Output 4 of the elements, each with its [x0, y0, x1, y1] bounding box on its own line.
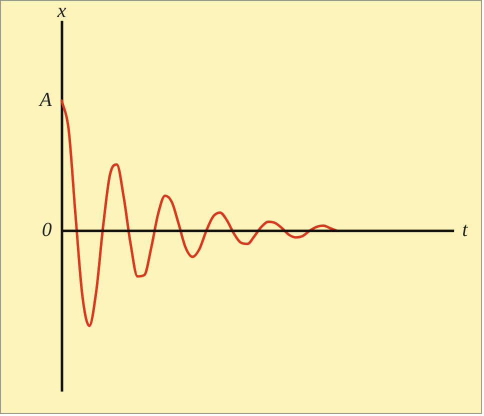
x-axis-title: t	[462, 219, 468, 242]
text: 0	[42, 219, 52, 242]
y-axis-title: x	[56, 0, 66, 22]
text: A	[38, 88, 53, 111]
